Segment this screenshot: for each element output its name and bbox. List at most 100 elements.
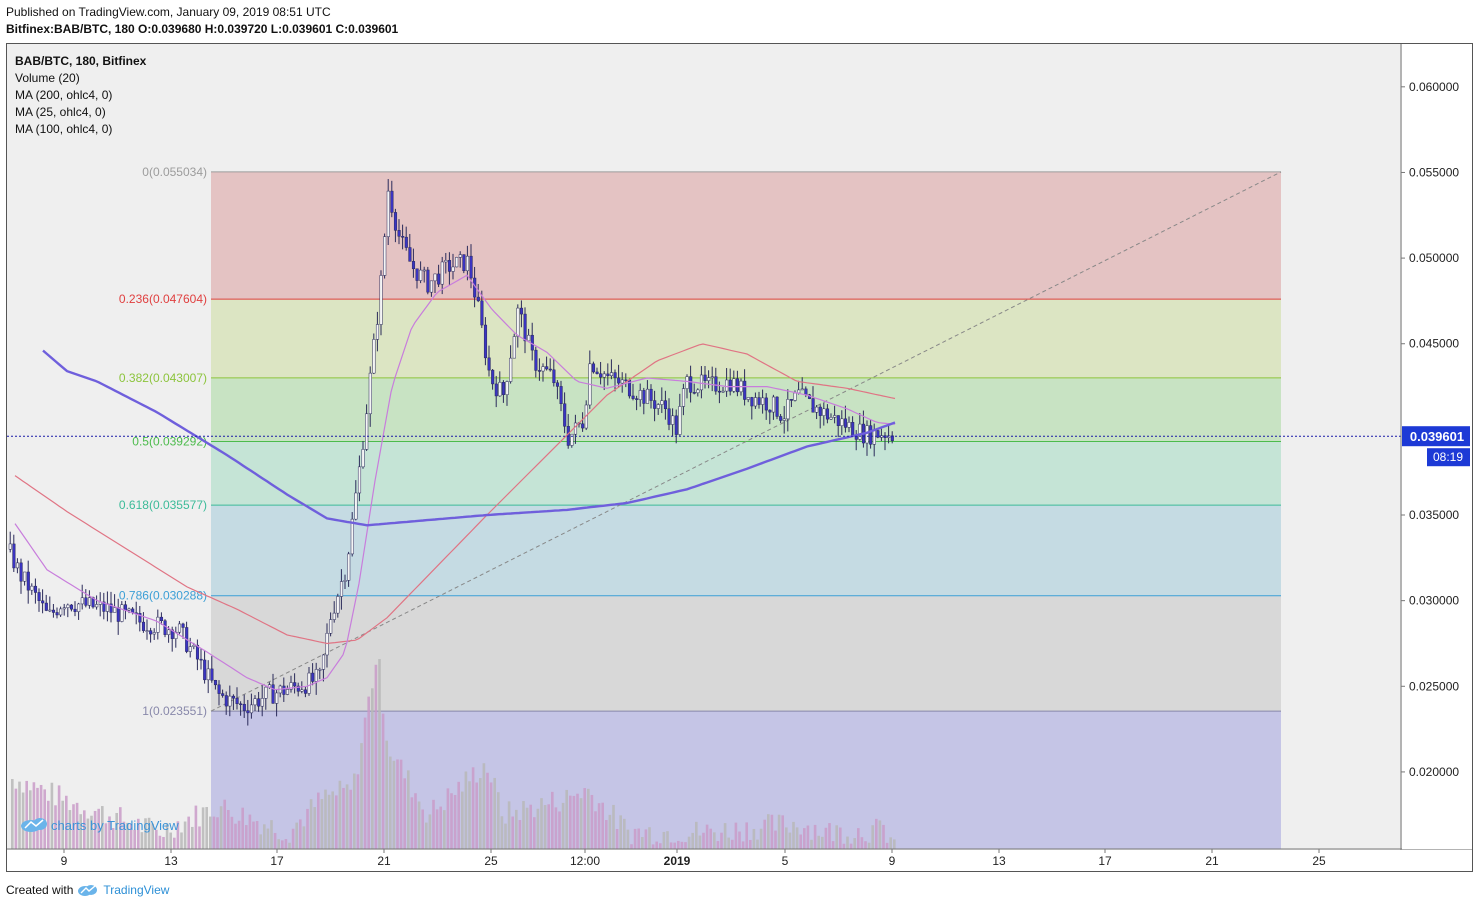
candle-body [23, 571, 27, 582]
candle [307, 666, 311, 696]
volume-bar [651, 844, 655, 849]
candle [51, 604, 56, 618]
time-axis[interactable]: 9 13 17 21 25 12:00 2019 5 9 13 17 21 25 [61, 849, 1326, 868]
volume-bar [572, 795, 576, 849]
fib-label-0.236: 0.236(0.047604) [119, 292, 207, 306]
candle-body [671, 415, 675, 425]
candle-body [746, 397, 750, 400]
candle [642, 387, 646, 415]
candle-body [559, 386, 563, 405]
candle [249, 693, 254, 719]
volume-bar [371, 688, 374, 849]
candle-body [138, 613, 142, 623]
candle [19, 558, 23, 594]
candle-body [501, 382, 506, 395]
candle [87, 590, 92, 609]
volume-bar [360, 743, 363, 849]
candle-body [660, 400, 664, 405]
price-axis[interactable]: 0.060000 0.055000 0.050000 0.045000 0.035000… [1401, 80, 1459, 779]
candle-body [235, 697, 239, 705]
volume-bar [187, 816, 190, 849]
volume-bar [507, 801, 511, 849]
volume-bar [169, 832, 172, 849]
volume-bar [338, 780, 342, 849]
candle [645, 380, 650, 404]
candle [156, 609, 160, 640]
candle-body [786, 399, 790, 420]
volume-bar [335, 795, 338, 849]
candle-body [264, 686, 268, 699]
candle-body [465, 255, 470, 272]
volume-bar [536, 808, 540, 849]
indicator-legend: BAB/BTC, 180, Bitfinex Volume (20) MA (2… [15, 54, 147, 136]
candle [451, 253, 455, 280]
volume-bar [237, 820, 241, 849]
volume-bar [111, 828, 115, 849]
volume-bar [821, 836, 824, 849]
fib-trend-line[interactable] [210, 171, 1282, 712]
candle [437, 264, 441, 288]
candle [732, 370, 736, 394]
volume-bar [677, 840, 680, 849]
candle-body [721, 390, 725, 393]
candle [339, 569, 344, 610]
y-tick-label: 0.035000 [1409, 508, 1459, 522]
volume-bar [569, 795, 572, 849]
last-price-badge: 0.039601 08:19 [1402, 426, 1470, 467]
volume-bar [72, 804, 75, 849]
candle [728, 368, 732, 396]
volume-bar [529, 804, 532, 849]
footer-brand[interactable]: TradingView [103, 883, 170, 897]
volume-bar [673, 842, 676, 849]
candle [541, 363, 545, 382]
volume-bar [306, 808, 309, 849]
candle [660, 387, 664, 414]
volume-bar [356, 774, 360, 849]
x-tick-label: 21 [377, 854, 391, 868]
candle [80, 584, 84, 610]
volume-bar [828, 823, 831, 849]
candle [30, 583, 34, 595]
fib-label-0.618: 0.618(0.035577) [119, 498, 207, 512]
candle-body [181, 623, 185, 628]
candle [537, 358, 542, 381]
volume-bar [403, 778, 406, 849]
volume-bar [201, 807, 205, 849]
candle-body [591, 363, 596, 373]
candle-body [455, 257, 459, 268]
candle-body [422, 269, 426, 272]
volume-bar [623, 818, 626, 849]
volume-bar [295, 822, 298, 849]
volume-bar [860, 837, 864, 849]
candle-body [775, 396, 779, 417]
candle [825, 404, 830, 424]
chart-frame[interactable]: 0(0.055034) 0.236(0.047604) 0.382(0.043007… [6, 43, 1473, 872]
volume-bar [284, 839, 288, 849]
candlestick-chart[interactable]: 0(0.055034) 0.236(0.047604) 0.382(0.043007… [7, 44, 1472, 871]
volume-bar [630, 844, 633, 849]
volume-bar [151, 823, 154, 849]
volume-bar [741, 841, 745, 849]
volume-bar [345, 784, 349, 849]
volume-bars [11, 659, 896, 849]
candle [455, 256, 459, 268]
volume-bar [875, 818, 878, 849]
candle [789, 398, 794, 408]
volume-bar [399, 759, 403, 849]
volume-bar [612, 804, 615, 849]
fib-zone-0 [211, 171, 1281, 300]
candle [393, 208, 398, 243]
candle [397, 219, 401, 245]
candle [627, 378, 632, 399]
candle-body [15, 562, 20, 569]
volume-bar [648, 827, 651, 849]
candle [725, 368, 729, 397]
volume-bar [522, 801, 525, 849]
candle [653, 390, 657, 422]
candle-body [152, 632, 156, 635]
fibonacci-retracement[interactable]: 0(0.055034) 0.236(0.047604) 0.382(0.043007… [119, 165, 1281, 849]
candle [44, 594, 48, 612]
candle [375, 311, 380, 352]
volume-bar [155, 829, 158, 849]
volume-bar [407, 770, 410, 849]
